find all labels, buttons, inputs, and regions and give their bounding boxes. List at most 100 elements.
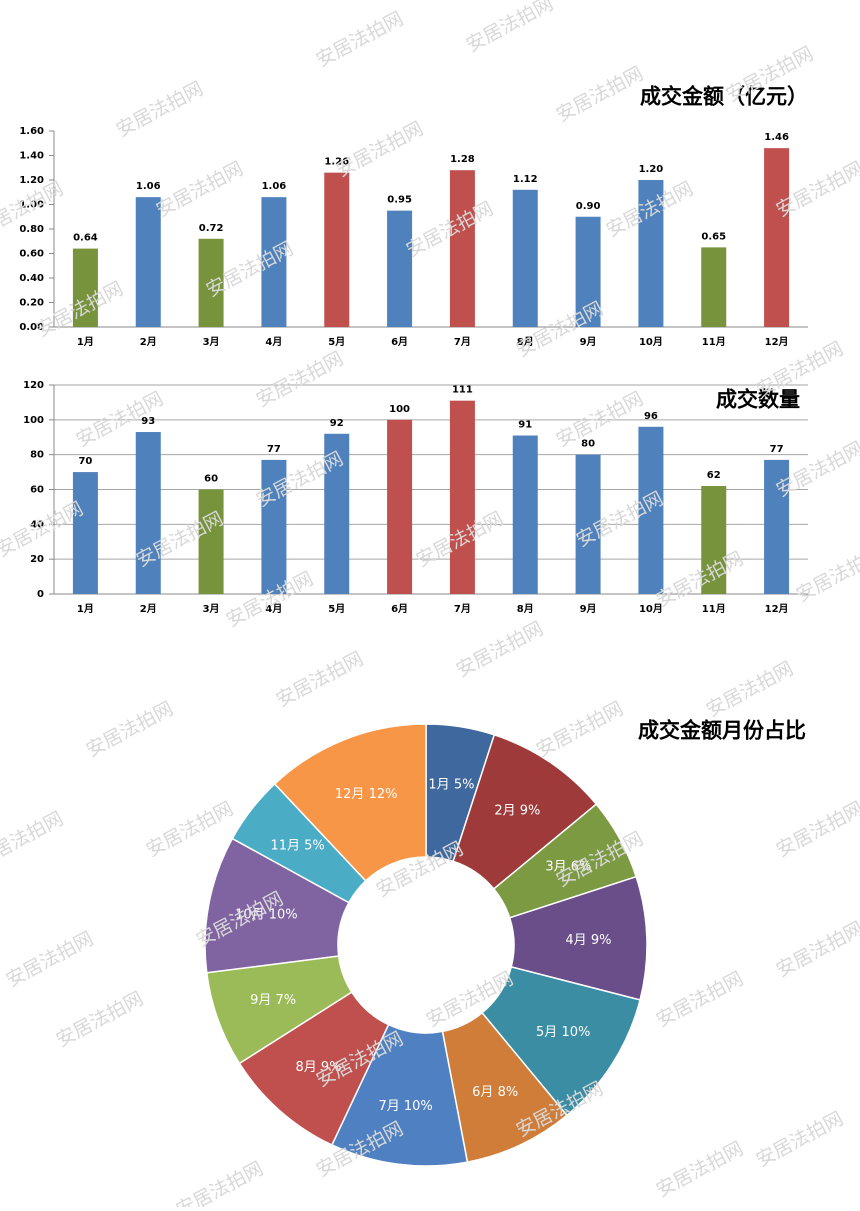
watermark: 安居法拍网 [153,158,247,222]
y-tick-label: 1.00 [19,200,44,211]
slice-category: 2月 [494,803,515,818]
x-tick-label: 11月 [702,603,726,615]
slice-label: 2月 9% [494,803,540,818]
y-tick-label: 20 [30,554,44,565]
watermark: 安居法拍网 [253,348,347,412]
bar [638,426,664,594]
slice-label: 3月 6% [545,859,591,874]
bar [764,459,790,594]
slice-label: 8月 9% [296,1059,342,1074]
data-label: 1.46 [764,132,789,143]
data-label: 62 [707,470,721,481]
slice-category: 9月 [250,993,271,1008]
watermark: 安居法拍网 [453,618,547,682]
bar [638,180,664,327]
x-tick-label: 10月 [639,603,663,615]
slice-label: 10月 10% [235,907,298,922]
donut-slice [273,723,427,882]
slice-value: 5% [304,838,325,853]
data-label: 70 [78,456,92,467]
data-label: 1.06 [136,181,161,192]
bar [764,148,790,327]
data-label: 0.65 [701,231,726,242]
data-label: 1.06 [262,181,287,192]
data-label: 1.28 [450,154,475,165]
x-tick-label: 1月 [77,603,94,615]
slice-category: 4月 [565,932,586,947]
data-label: 0.90 [576,201,601,212]
watermark: 安居法拍网 [3,928,97,992]
bar [261,459,287,594]
watermark: 安居法拍网 [113,78,207,142]
chart-title: 成交金额（亿元） [640,84,808,109]
slice-value: 9% [321,1059,342,1074]
bar [324,172,350,327]
x-tick-label: 12月 [765,603,789,615]
bar [387,210,413,327]
bar [198,489,224,594]
bar [72,248,98,327]
slice-category: 8月 [296,1059,317,1074]
bar [135,197,161,327]
data-label: 1.12 [513,174,538,185]
x-tick-label: 11月 [702,336,726,348]
y-tick-label: 60 [30,485,44,496]
x-tick-label: 6月 [391,603,408,615]
slice-value: 10% [561,1025,590,1040]
data-label: 80 [581,439,595,450]
data-label: 77 [267,444,281,455]
bar [575,216,601,327]
slice-category: 10月 [235,907,265,922]
y-tick-label: 1.40 [19,151,44,162]
slice-category: 7月 [378,1099,399,1114]
bar [387,419,413,594]
y-tick-label: 120 [23,380,44,391]
chart-title: 成交金额月份占比 [638,718,806,743]
x-tick-label: 1月 [77,336,94,348]
y-tick-label: 40 [30,519,44,530]
slice-label: 4月 9% [565,932,611,947]
y-tick-label: 0.40 [19,273,44,284]
bar [701,486,727,594]
x-tick-label: 9月 [580,336,597,348]
bar [512,435,538,594]
data-label: 60 [204,474,218,485]
x-tick-label: 8月 [517,603,534,615]
x-tick-label: 2月 [140,336,157,348]
data-label: 91 [518,420,532,431]
watermark: 安居法拍网 [0,808,67,872]
y-tick-label: 0.20 [19,298,44,309]
bar [261,197,287,327]
x-tick-label: 5月 [328,603,345,615]
slice-label: 9月 7% [250,993,296,1008]
bar [72,472,98,594]
slice-label: 7月 10% [378,1099,432,1114]
x-tick-label: 4月 [265,603,282,615]
watermark: 安居法拍网 [753,1108,847,1172]
watermark: 安居法拍网 [463,0,557,57]
data-label: 0.64 [73,233,98,244]
watermark: 安居法拍网 [773,798,860,862]
x-tick-label: 4月 [265,336,282,348]
bar [135,432,161,594]
slice-label: 6月 8% [472,1085,518,1100]
data-label: 92 [330,418,344,429]
slice-value: 9% [591,932,612,947]
watermark: 安居法拍网 [553,63,647,127]
watermark: 安居法拍网 [173,1158,267,1207]
watermark: 安居法拍网 [83,698,177,762]
bar [512,189,538,327]
watermark: 安居法拍网 [273,648,367,712]
x-tick-label: 3月 [203,336,220,348]
watermark: 安居法拍网 [653,548,747,612]
slice-value: 5% [454,777,475,792]
data-label: 0.95 [387,195,412,206]
slice-value: 6% [571,859,592,874]
x-tick-label: 9月 [580,603,597,615]
slice-category: 11月 [270,838,300,853]
watermark: 安居法拍网 [793,543,860,607]
slice-value: 12% [369,786,398,801]
watermark: 安居法拍网 [653,1138,747,1202]
y-tick-label: 0.60 [19,249,44,260]
